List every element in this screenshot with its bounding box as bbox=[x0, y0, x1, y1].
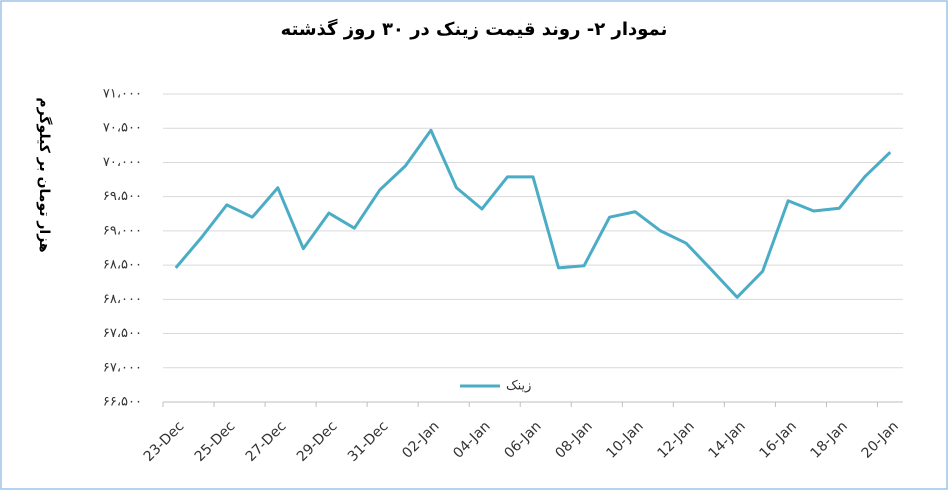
y-tick-label: ۷۰،۵۰۰ bbox=[103, 121, 142, 136]
chart-title: نمودار ۲- روند قیمت زینک در ۳۰ روز گذشته bbox=[281, 18, 668, 40]
line bbox=[174, 128, 892, 299]
legend-label: زینک bbox=[506, 379, 531, 394]
y-tick-label: ۶۸،۵۰۰ bbox=[103, 258, 142, 273]
y-tick-label: ۶۹،۵۰۰ bbox=[103, 189, 142, 204]
y-axis-label: هزار تومان بر کیلوگرم bbox=[36, 97, 53, 252]
y-tick-label: ۶۸،۰۰۰ bbox=[103, 292, 142, 307]
y-tick-label: ۷۰،۰۰۰ bbox=[103, 155, 142, 170]
y-tick-label: ۶۶،۵۰۰ bbox=[103, 395, 142, 410]
y-tick-label: ۶۹،۰۰۰ bbox=[103, 223, 142, 238]
y-tick-label: ۶۷،۰۰۰ bbox=[103, 360, 142, 375]
y-tick-label: ۷۱،۰۰۰ bbox=[103, 87, 142, 102]
y-tick-label: ۶۷،۵۰۰ bbox=[103, 326, 142, 341]
